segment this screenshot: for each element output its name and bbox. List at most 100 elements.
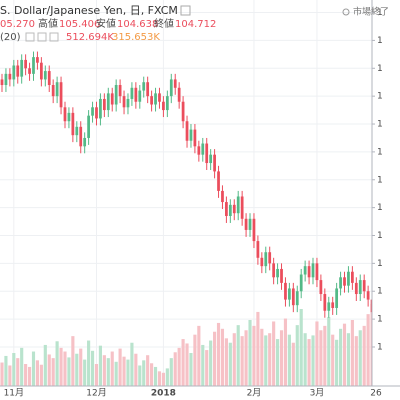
volume-bar <box>39 364 43 386</box>
candle-body <box>87 115 90 138</box>
y-tick-label: 1 <box>377 147 383 157</box>
icon <box>25 32 35 42</box>
candle-body <box>165 96 169 111</box>
volume-bar <box>75 353 79 386</box>
time-axis-bg <box>0 386 400 400</box>
volume-bar <box>287 334 291 386</box>
volume-bar <box>173 352 177 386</box>
volume-bar <box>366 314 370 386</box>
candle-body <box>20 59 24 77</box>
volume-bar <box>201 344 205 386</box>
volume-bar <box>193 334 197 386</box>
volume-bar <box>232 333 236 386</box>
volume-bar <box>197 325 201 386</box>
candle-body <box>134 87 138 102</box>
candle-body <box>248 218 252 230</box>
candle-body <box>91 107 94 116</box>
x-tick-label: 26 <box>370 389 382 399</box>
volume-bar <box>71 336 75 386</box>
y-tick-label: 1 <box>377 342 383 352</box>
y-tick-label: 1 <box>377 259 383 269</box>
y-tick-label: 1 <box>377 287 383 297</box>
candle-body <box>63 107 67 122</box>
icon <box>37 32 47 42</box>
candle-body <box>197 146 201 155</box>
icon <box>49 32 59 42</box>
y-tick-label: 1 <box>377 36 383 46</box>
candle-body <box>43 71 47 80</box>
candle-body <box>284 282 287 300</box>
ma-value: 315.653K <box>112 32 160 43</box>
candle-body <box>343 277 346 286</box>
volume-bar <box>110 351 114 386</box>
volume-bar <box>354 336 358 386</box>
grid <box>0 0 377 386</box>
candle-body <box>16 65 20 77</box>
candle-body <box>240 196 244 219</box>
volume-bar <box>342 323 347 386</box>
volume-bar <box>47 354 51 386</box>
y-tick-label: 1 <box>377 175 383 185</box>
candle-body <box>256 241 260 258</box>
candle-body <box>260 257 264 267</box>
candle-body <box>83 137 87 147</box>
volume-bar <box>248 320 252 386</box>
candle-body <box>0 79 4 86</box>
volume-bar <box>295 325 299 386</box>
volume-bar <box>224 338 228 386</box>
candle-body <box>99 98 102 119</box>
volume-bar <box>209 340 213 386</box>
candle-body <box>158 93 161 102</box>
candle-body <box>280 268 283 283</box>
volume-bar <box>102 355 106 386</box>
candle-body <box>339 277 342 289</box>
candle-body <box>315 263 319 281</box>
candle-body <box>12 65 16 80</box>
volume-bar <box>27 366 32 386</box>
volume-bar <box>181 339 185 386</box>
volume-bar <box>55 341 59 386</box>
volume-bar <box>185 343 189 386</box>
volume-bar <box>83 359 87 386</box>
volume-bar <box>268 333 272 386</box>
volume-bar <box>146 355 150 386</box>
volume-bar <box>165 368 169 386</box>
candle-body <box>225 202 228 216</box>
volume-bar <box>346 333 351 386</box>
y-tick-label: 1 <box>377 8 383 18</box>
volume-bar <box>350 320 354 386</box>
volume-bar <box>189 353 193 386</box>
candle-body <box>39 62 43 80</box>
volume-bar <box>315 321 319 386</box>
candle-body <box>299 274 303 292</box>
volume-bar <box>63 351 67 386</box>
volume-bar <box>122 356 126 386</box>
candle-body <box>185 121 189 141</box>
y-tick-label: 1 <box>377 315 383 325</box>
volume-bar <box>24 364 28 386</box>
candle-body <box>181 101 185 122</box>
candle-body <box>335 288 339 308</box>
high-label: 高値 <box>38 17 58 30</box>
volume-bar <box>279 330 284 386</box>
y-tick-label: 1 <box>377 203 383 213</box>
volume-bar <box>16 358 20 386</box>
volume-bar <box>276 339 280 386</box>
volume-bar <box>161 372 165 386</box>
candle-body <box>32 57 35 74</box>
volume-bar <box>126 359 130 386</box>
volume-bar <box>236 325 240 386</box>
status-icon <box>342 8 350 16</box>
candle-body <box>51 85 55 97</box>
candle-body <box>47 71 51 86</box>
candle-body <box>4 73 8 86</box>
candle-body <box>331 302 335 308</box>
candle-body <box>236 196 240 214</box>
candle-body <box>142 82 146 91</box>
candle-body <box>146 82 150 97</box>
candle-body <box>217 171 220 191</box>
candle-body <box>232 204 236 214</box>
header: S. Dollar/Japanese Yen, 日, FXCM 市場終了 05.… <box>0 4 389 43</box>
x-tick-label: 2018 <box>151 389 176 399</box>
